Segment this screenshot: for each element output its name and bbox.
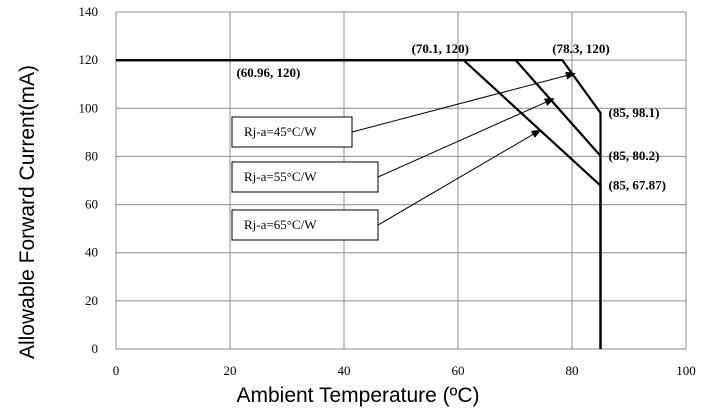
y-tick-labels: 0 20 40 60 80 100 120 140 — [79, 4, 99, 356]
x-tick-label: 0 — [113, 363, 120, 378]
legend-box-label-2: Rj-a=55°C/W — [244, 169, 317, 184]
legend-boxes: Rj-a=45°C/W Rj-a=55°C/W Rj-a=65°C/W — [231, 116, 379, 241]
legend-box-label-1: Rj-a=45°C/W — [244, 124, 317, 139]
y-tick-label: 0 — [92, 341, 99, 356]
y-tick-label: 60 — [85, 197, 98, 212]
y-tick-label: 80 — [85, 148, 98, 163]
legend-box-2 — [231, 161, 379, 193]
series-line-3 — [116, 59, 602, 349]
x-tick-label: 80 — [566, 363, 579, 378]
point-label: (60.96, 120) — [236, 65, 300, 80]
annotation-arrow-2 — [377, 98, 555, 178]
legend-box-1 — [231, 116, 353, 148]
point-label: (85, 80.2) — [609, 148, 660, 163]
y-axis-label: Allowable Forward Current(mA) — [16, 65, 39, 359]
y-tick-label: 40 — [85, 245, 98, 260]
x-tick-labels: 0 20 40 60 80 100 — [113, 363, 696, 378]
plot-frame — [115, 11, 687, 350]
point-label: (70.1, 120) — [412, 41, 469, 56]
x-axis-label: Ambient Temperature (ºC) — [236, 384, 479, 407]
x-tick-label: 100 — [676, 363, 696, 378]
annotation-arrows — [351, 71, 576, 226]
series-lines — [116, 59, 602, 349]
point-label: (85, 98.1) — [609, 105, 660, 120]
x-tick-label: 20 — [224, 363, 237, 378]
x-tick-label: 40 — [338, 363, 351, 378]
y-tick-label: 20 — [85, 293, 98, 308]
y-tick-label: 120 — [79, 52, 99, 67]
legend-box-label-3: Rj-a=65°C/W — [244, 217, 317, 232]
point-label: (78.3, 120) — [552, 41, 609, 56]
y-tick-label: 100 — [79, 100, 99, 115]
annotation-arrow-1 — [351, 71, 576, 133]
point-labels: (70.1, 120) (78.3, 120) (60.96, 120) (85, 9… — [236, 41, 665, 192]
point-label: (85, 67.87) — [609, 178, 666, 193]
annotation-arrow-3 — [377, 129, 542, 226]
legend-box-3 — [231, 209, 379, 241]
y-tick-label: 140 — [79, 4, 99, 19]
x-tick-label: 60 — [452, 363, 465, 378]
